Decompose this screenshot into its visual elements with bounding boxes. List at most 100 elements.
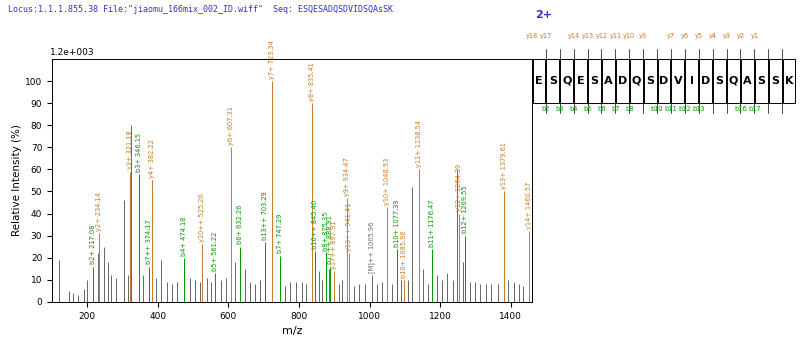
Text: S: S: [590, 76, 598, 86]
Text: y4+ 382.22: y4+ 382.22: [149, 139, 154, 178]
Text: Locus:1.1.1.855.38 File:"jiaomu_166mix_002_ID.wiff"  Seq: ESQESADQSDVIDSQAsSK: Locus:1.1.1.855.38 File:"jiaomu_166mix_0…: [8, 5, 393, 14]
Text: b13++ 703.29: b13++ 703.29: [262, 191, 268, 240]
Text: b10+ 1085.96: b10+ 1085.96: [401, 230, 406, 278]
Text: b10: b10: [650, 106, 663, 112]
Text: D: D: [701, 76, 710, 86]
Bar: [630, 59, 642, 103]
Text: b11: b11: [665, 106, 677, 112]
Text: I: I: [690, 76, 694, 86]
Bar: [671, 59, 684, 103]
Text: y10+ 1048.53: y10+ 1048.53: [384, 158, 390, 205]
Text: b8+ 875.35: b8+ 875.35: [322, 212, 329, 251]
Text: A: A: [604, 76, 613, 86]
Text: y9+ 934.47: y9+ 934.47: [343, 157, 350, 196]
Bar: [560, 59, 573, 103]
Bar: [741, 59, 754, 103]
Text: y5: y5: [694, 33, 702, 39]
Text: S: S: [715, 76, 723, 86]
Text: E: E: [577, 76, 585, 86]
Bar: [616, 59, 629, 103]
Text: y3+ 321.18: y3+ 321.18: [127, 131, 133, 169]
Bar: [546, 59, 559, 103]
Text: Q: Q: [631, 76, 641, 86]
Text: b4: b4: [570, 106, 578, 112]
Text: b11+ 1176.47: b11+ 1176.47: [429, 199, 435, 247]
Text: y6+ 607.31: y6+ 607.31: [228, 106, 234, 145]
Text: b6+ 632.26: b6+ 632.26: [237, 205, 243, 245]
Text: b7++ 374.17: b7++ 374.17: [146, 220, 152, 264]
Bar: [727, 59, 740, 103]
Bar: [574, 59, 587, 103]
Text: y6: y6: [681, 33, 689, 39]
Text: y11+ 1138.54: y11+ 1138.54: [415, 120, 422, 167]
Text: 2+: 2+: [534, 10, 552, 20]
Text: 1.2e+003: 1.2e+003: [50, 48, 94, 57]
Text: y7+ 723.34: y7+ 723.34: [269, 40, 275, 79]
Bar: [644, 59, 657, 103]
Text: y9: y9: [639, 33, 647, 39]
Bar: [588, 59, 601, 103]
Text: [M]++ 1005.96: [M]++ 1005.96: [368, 222, 375, 273]
Text: Q: Q: [729, 76, 738, 86]
Text: Q: Q: [562, 76, 571, 86]
Text: A: A: [743, 76, 752, 86]
Text: y14: y14: [567, 33, 580, 39]
Text: S: S: [758, 76, 766, 86]
Bar: [755, 59, 768, 103]
Text: D: D: [659, 76, 669, 86]
Text: y2: y2: [736, 33, 745, 39]
Text: V: V: [674, 76, 682, 86]
Text: b2: b2: [542, 106, 550, 112]
Text: b17: b17: [748, 106, 761, 112]
Text: b6: b6: [598, 106, 606, 112]
Text: y7: y7: [667, 33, 675, 39]
Text: y4: y4: [709, 33, 717, 39]
Text: D: D: [618, 76, 627, 86]
Text: K: K: [785, 76, 794, 86]
Text: b5: b5: [583, 106, 592, 112]
Text: b12+ 1269.55: b12+ 1269.55: [462, 186, 468, 234]
Bar: [602, 59, 615, 103]
Text: y14+ 1460.57: y14+ 1460.57: [526, 181, 532, 229]
Text: y10++ 525.20: y10++ 525.20: [199, 194, 205, 242]
Text: b17++ 888.91: b17++ 888.91: [327, 215, 334, 264]
Bar: [769, 59, 782, 103]
Text: y3: y3: [722, 33, 730, 39]
Text: b8: b8: [625, 106, 634, 112]
Text: y1: y1: [750, 33, 758, 39]
Text: y13: y13: [582, 33, 594, 39]
Text: y12: y12: [595, 33, 607, 39]
Text: S: S: [771, 76, 779, 86]
Text: b10+ 1077.39: b10+ 1077.39: [394, 199, 400, 247]
Text: b7: b7: [611, 106, 620, 112]
Text: y8+ 835.41: y8+ 835.41: [309, 62, 314, 101]
Text: b2+ 217.08: b2+ 217.08: [90, 225, 96, 264]
Text: y17: y17: [540, 33, 552, 39]
Text: S: S: [549, 76, 557, 86]
Bar: [782, 59, 795, 103]
Text: y18: y18: [526, 33, 538, 39]
Text: y13++ 941.41: y13++ 941.41: [346, 203, 352, 251]
Text: S: S: [646, 76, 654, 86]
Bar: [533, 59, 546, 103]
Text: y12+ 1264.39: y12+ 1264.39: [457, 164, 462, 211]
Text: b13: b13: [693, 106, 705, 112]
Text: y10: y10: [623, 33, 635, 39]
Text: y11: y11: [610, 33, 622, 39]
Text: b16: b16: [734, 106, 746, 112]
Text: b4+ 474.18: b4+ 474.18: [181, 216, 187, 255]
Text: y13+ 1379.61: y13+ 1379.61: [501, 142, 506, 189]
Text: b5+ 561.22: b5+ 561.22: [212, 231, 218, 271]
Text: b16++ 845.40: b16++ 845.40: [312, 200, 318, 249]
Text: b3: b3: [556, 106, 564, 112]
Bar: [686, 59, 698, 103]
Bar: [699, 59, 712, 103]
Text: E: E: [535, 76, 542, 86]
Bar: [658, 59, 670, 103]
Text: b3+ 346.15: b3+ 346.15: [136, 133, 142, 172]
X-axis label: m/z: m/z: [282, 326, 302, 336]
Text: b12: b12: [678, 106, 691, 112]
Text: y17++ 897.91: y17++ 897.91: [330, 220, 337, 269]
Text: y2+ 234.14: y2+ 234.14: [96, 192, 102, 231]
Bar: [713, 59, 726, 103]
